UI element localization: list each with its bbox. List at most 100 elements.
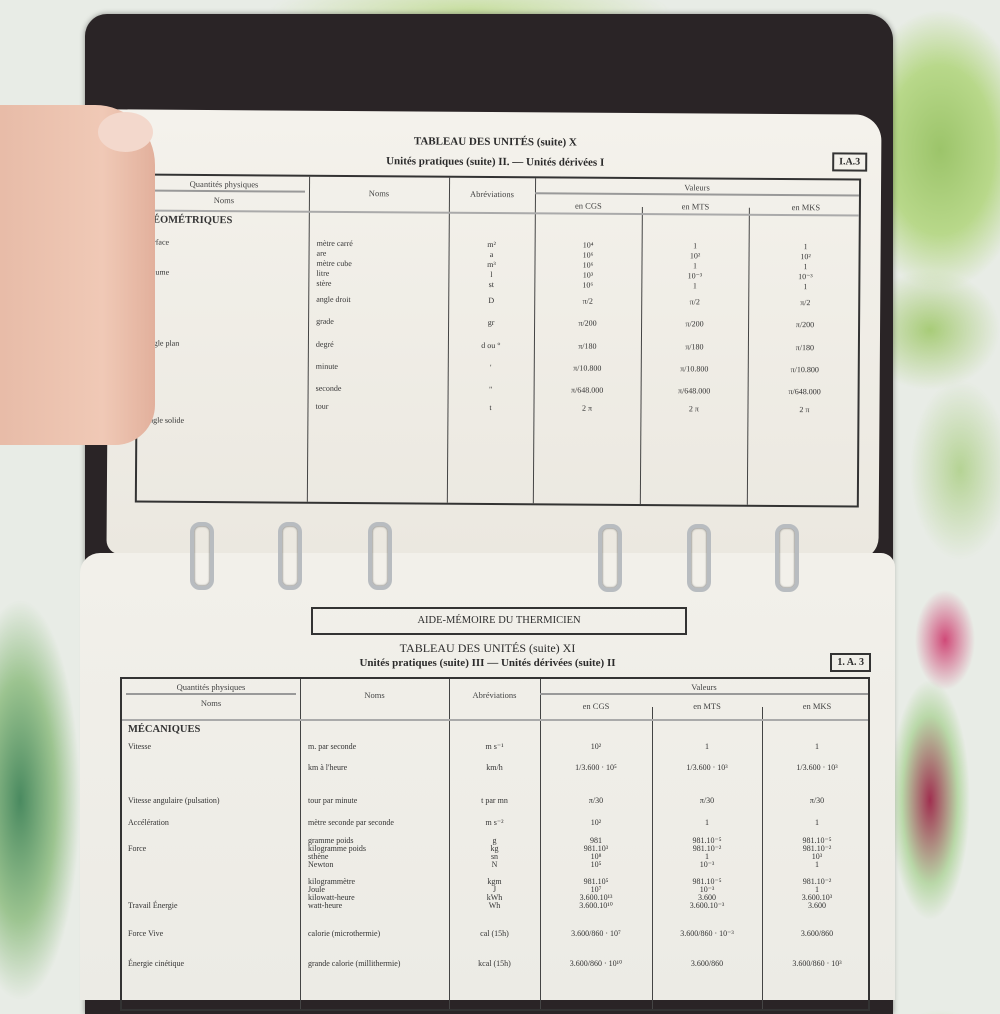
unit-abbr: kg [490,844,499,853]
header-cgs: en CGS [582,701,610,711]
unit-mts: π/2 [689,297,700,307]
unit-abbr: Wh [488,901,501,910]
unit-cgs: π/30 [588,796,604,805]
unit-abbr: g [492,836,497,845]
binder-ring [687,524,711,592]
unit-name: m. par seconde [308,742,357,751]
quantity-label: Accélération [128,818,169,827]
unit-cgs: π/648.000 [570,385,604,395]
unit-mts: 1/3.600 · 10³ [686,763,728,772]
top-page-title: TABLEAU DES UNITÉS (suite) X [413,135,577,149]
unit-name: minute [315,361,339,371]
binder-ring [598,524,622,592]
hand [0,105,155,445]
unit-cgs: π/2 [582,296,593,306]
unit-cgs: 981.10⁵ [583,877,609,886]
unit-name: km à l'heure [308,763,348,772]
unit-mks: 1 [803,262,808,272]
unit-mts: 10⁻³ [699,860,715,869]
unit-abbr: kgm [487,877,502,886]
header-quantities-names: Noms [200,698,222,708]
unit-mts: π/180 [685,342,704,352]
unit-abbr: m² [487,239,496,250]
quantity-label: Vitesse [128,742,152,751]
unit-mks: 1 [815,818,819,827]
binder-ring [278,522,302,590]
unit-mks: 1 [815,742,819,751]
column-divider [449,679,450,1009]
header-cgs: en CGS [575,200,602,211]
unit-mks: π/200 [795,320,815,330]
unit-mts: π/10.800 [680,364,709,374]
top-page: TABLEAU DES UNITÉS (suite) X Unités prat… [106,109,882,560]
banner: AIDE-MÉMOIRE DU THERMICIEN [311,607,687,635]
unit-name: sthène [308,852,329,861]
unit-abbr: m s⁻¹ [485,742,504,751]
header-quantities-names: Noms [213,195,235,206]
unit-name: degré [315,339,334,349]
unit-cgs: 10⁷ [590,885,602,894]
unit-mts: 10⁻³ [687,271,703,281]
unit-cgs [533,418,640,419]
binder-ring [190,522,214,590]
quantity-label: Énergie cinétique [128,959,185,968]
unit-mts: 981.10⁻⁵ [692,836,722,845]
unit-mks: 3.600/860 [800,929,834,938]
unit-name: stère [316,278,332,288]
unit-cgs: 1/3.600 · 10⁵ [575,763,617,772]
unit-mks: 1 [803,282,808,292]
unit-mts [640,419,747,420]
unit-mts: 1 [693,241,698,251]
unit-mts: 1 [692,281,697,291]
unit-name: mètre seconde par seconde [308,818,394,827]
unit-abbr: N [491,860,498,869]
bottom-page-subtitle: Unités pratiques (suite) III — Unités dé… [359,657,616,669]
unit-mts: 1 [705,852,709,861]
unit-mks: 981.10⁻² [802,844,832,853]
unit-name: kilogramme poids [308,844,366,853]
unit-abbr: ' [490,362,492,372]
unit-mks: 1 [815,860,819,869]
column-divider [652,707,653,1009]
thumbnail [98,112,153,152]
header-mks: en MKS [802,701,832,711]
unit-abbr: m³ [487,259,496,270]
binder-ring [368,522,392,590]
header-rule [122,719,868,721]
quantities-header-rule [142,189,305,193]
section-heading: GÉOMÉTRIQUES [144,214,233,227]
unit-mks: π/648.000 [788,387,821,397]
unit-name: Joule [308,885,325,894]
unit-name: seconde [315,383,342,393]
unit-mts: 1 [705,742,709,751]
unit-mks: π/180 [795,343,815,353]
unit-name: tour [315,401,329,411]
unit-name: tour par minute [308,796,358,805]
header-mts: en MTS [693,701,721,711]
unit-abbr: d ou ° [481,340,501,351]
unit-abbr: gr [487,317,495,328]
unit-abbr: l [490,269,493,279]
unit-mks: 10⁻³ [798,272,813,282]
unit-cgs: π/200 [578,318,597,328]
binder-ring [775,524,799,592]
unit-cgs: 3.600/860 · 10⁷ [571,929,621,938]
header-mks: en MKS [791,202,821,213]
unit-abbr: " [488,384,493,394]
unit-cgs: 10² [590,742,602,751]
column-divider [540,679,541,1009]
unit-name: calorie (microthermie) [308,929,381,938]
bottom-page-ref: 1. A. 3 [830,653,871,672]
unit-abbr: t par mn [481,796,508,805]
unit-mks: 10² [800,252,811,262]
unit-mks: π/30 [809,796,825,805]
unit-abbr [447,418,533,419]
unit-abbr: t [489,402,492,412]
column-divider [306,176,311,502]
unit-mts: 2 π [688,404,700,414]
unit-cgs: 10⁵ [590,860,602,869]
unit-cgs: 10⁸ [590,852,602,861]
top-units-table: Quantités physiques Noms Noms Abréviations V… [134,173,862,508]
unit-abbr: m s⁻² [485,818,504,827]
unit-mks: 1/3.600 · 10³ [796,763,838,772]
